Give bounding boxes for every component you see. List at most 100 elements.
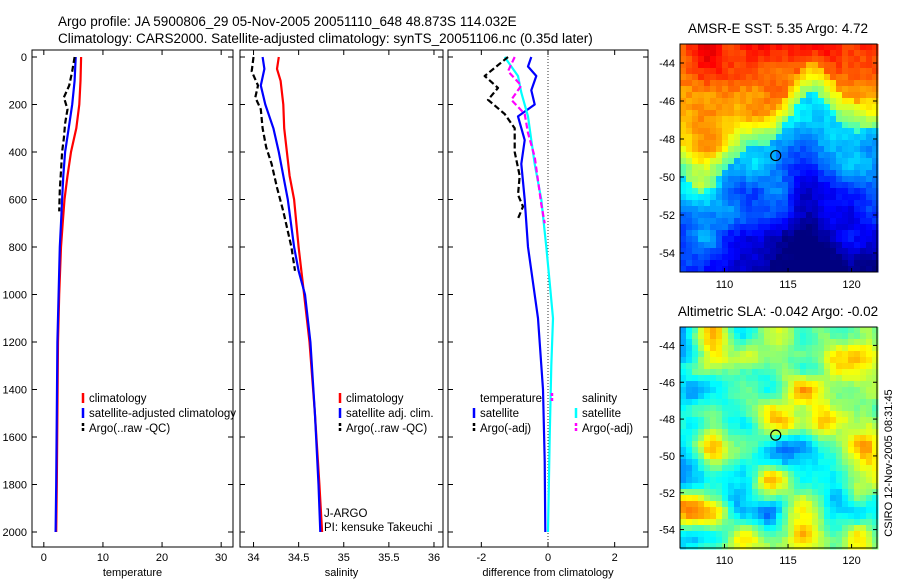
sst-map-pixel	[722, 158, 729, 165]
sla-map-pixel	[722, 483, 729, 490]
sst-map-pixel	[692, 170, 699, 177]
temperature-legend-item-label: Argo(..raw -QC)	[89, 423, 170, 435]
sst-map-pixel	[854, 224, 861, 231]
sla-map-pixel	[728, 375, 735, 382]
sla-map-pixel	[854, 471, 861, 478]
sla-map-pixel	[722, 507, 729, 514]
sla-map-pixel	[782, 447, 789, 454]
sst-map-pixel	[716, 86, 723, 93]
sla-map-pixel	[872, 411, 879, 418]
sla-map-pixel	[722, 525, 729, 532]
sst-map-pixel	[710, 260, 717, 267]
sla-map-pixel	[722, 375, 729, 382]
sst-map-ytick-label: -50	[659, 172, 675, 184]
sst-map-pixel	[740, 44, 747, 51]
sla-map-pixel	[686, 351, 693, 358]
sst-map-pixel	[812, 122, 819, 129]
sla-map-pixel	[752, 489, 759, 496]
sst-map-pixel	[764, 98, 771, 105]
sla-map-pixel	[746, 453, 753, 460]
sst-map-pixel	[758, 182, 765, 189]
sla-map-pixel	[818, 333, 825, 340]
sst-map-pixel	[722, 164, 729, 171]
sst-map-pixel	[800, 194, 807, 201]
sla-map-pixel	[788, 369, 795, 376]
sla-map-pixel	[848, 405, 855, 412]
depth-tick-label: 0	[21, 52, 27, 64]
sst-map-pixel	[860, 98, 867, 105]
sst-map-pixel	[704, 248, 711, 255]
sla-map-pixel	[728, 417, 735, 424]
sst-map-pixel	[734, 266, 741, 273]
sst-map-pixel	[830, 152, 837, 159]
sla-map-pixel	[854, 387, 861, 394]
sst-map-pixel	[752, 158, 759, 165]
sla-map-pixel	[872, 375, 879, 382]
sla-map-pixel	[710, 339, 717, 346]
sst-map-pixel	[848, 92, 855, 99]
sla-map-pixel	[866, 519, 873, 526]
sla-map-pixel	[794, 399, 801, 406]
sst-map-pixel	[734, 200, 741, 207]
sst-map-pixel	[698, 206, 705, 213]
sst-map-pixel	[680, 74, 687, 81]
sla-map-pixel	[866, 483, 873, 490]
sst-map-pixel	[848, 164, 855, 171]
salinity-legend-item-label: Argo(..raw -QC)	[346, 423, 427, 435]
sst-map-pixel	[866, 98, 873, 105]
sst-map-pixel	[680, 146, 687, 153]
sst-map-pixel	[716, 164, 723, 171]
sst-map-pixel	[842, 74, 849, 81]
sst-map-pixel	[782, 146, 789, 153]
sla-map-pixel	[680, 495, 687, 502]
sst-map-pixel	[698, 218, 705, 225]
sla-map-pixel	[866, 501, 873, 508]
sst-map-pixel	[872, 254, 879, 261]
sst-map-pixel	[782, 242, 789, 249]
sla-map-pixel	[758, 435, 765, 442]
sla-map-pixel	[698, 507, 705, 514]
sst-map-pixel	[710, 230, 717, 237]
sla-map-pixel	[710, 411, 717, 418]
sla-map-pixel	[860, 411, 867, 418]
sst-map-pixel	[818, 110, 825, 117]
sla-map-pixel	[806, 489, 813, 496]
sla-map-pixel	[728, 471, 735, 478]
sla-map-pixel	[812, 447, 819, 454]
sst-map-pixel	[770, 212, 777, 219]
sla-map-pixel	[716, 531, 723, 538]
sst-map-panel: 110 115 120-44-46-48-50-52-54	[659, 43, 879, 291]
sst-map-pixel	[710, 164, 717, 171]
sst-map-pixel	[830, 170, 837, 177]
sst-map-pixel	[806, 56, 813, 63]
sst-map-pixel	[806, 182, 813, 189]
sla-map-pixel	[740, 363, 747, 370]
sla-map-pixel	[788, 429, 795, 436]
sla-map-pixel	[830, 513, 837, 520]
sla-map-pixel	[758, 441, 765, 448]
sst-map-xtick-label: 120	[842, 279, 860, 291]
sla-map-pixel	[866, 537, 873, 544]
sst-map-pixel	[860, 158, 867, 165]
sla-map-pixel	[872, 513, 879, 520]
sst-map-pixel	[764, 230, 771, 237]
sst-map-pixel	[830, 206, 837, 213]
sst-map-pixel	[740, 80, 747, 87]
sla-map-pixel	[710, 501, 717, 508]
sst-map-pixel	[866, 92, 873, 99]
sst-map-pixel	[698, 188, 705, 195]
sst-map-pixel	[782, 92, 789, 99]
sla-map-pixel	[806, 471, 813, 478]
sla-map-pixel	[776, 393, 783, 400]
sst-map-pixel	[758, 242, 765, 249]
depth-tick-label: 800	[9, 242, 27, 254]
sst-map-pixel	[866, 146, 873, 153]
sla-map-pixel	[866, 351, 873, 358]
sla-map-pixel	[686, 405, 693, 412]
sst-map-pixel	[812, 266, 819, 273]
sla-map-pixel	[842, 429, 849, 436]
sla-map-pixel	[776, 465, 783, 472]
sla-map-pixel	[728, 483, 735, 490]
sst-map-pixel	[686, 98, 693, 105]
